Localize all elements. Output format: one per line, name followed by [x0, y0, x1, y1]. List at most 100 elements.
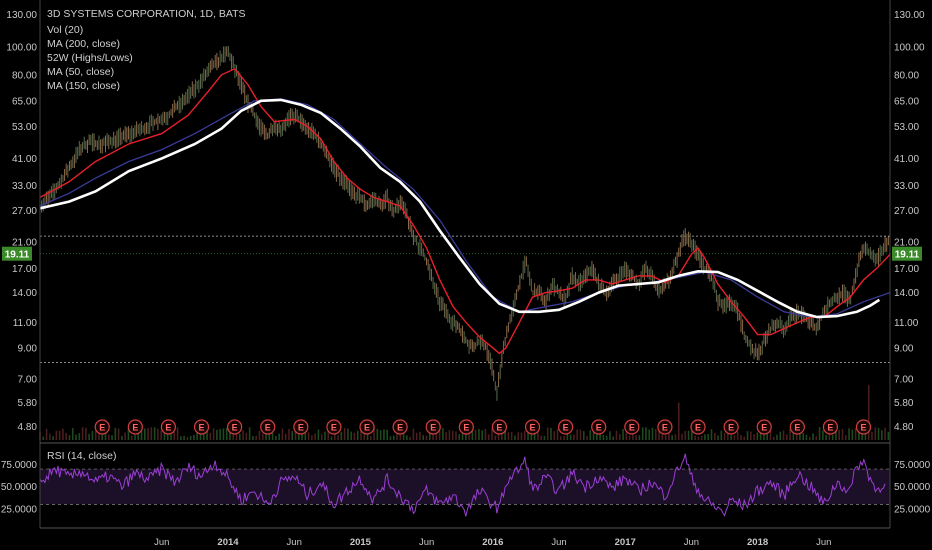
earnings-marker[interactable]: E: [326, 419, 342, 435]
earnings-marker[interactable]: E: [193, 419, 210, 435]
volume-bar: [560, 436, 562, 440]
earnings-marker[interactable]: E: [392, 419, 408, 435]
earnings-marker[interactable]: E: [491, 419, 508, 435]
last-price-tag-right: 19.11: [895, 250, 920, 261]
volume-bar: [671, 435, 673, 440]
volume-bar: [792, 430, 795, 440]
volume-bar: [871, 431, 873, 440]
volume-bar: [62, 428, 64, 440]
volume-bar: [841, 429, 844, 440]
volume-bar: [333, 432, 336, 440]
volume-bar: [851, 429, 854, 440]
volume-bar: [700, 435, 703, 440]
earnings-label: E: [563, 423, 569, 433]
volume-bar: [225, 427, 228, 440]
volume-bar: [491, 428, 493, 440]
price-panel[interactable]: [39, 46, 891, 401]
time-axis-label: Jun: [419, 537, 434, 548]
earnings-marker[interactable]: E: [227, 419, 243, 435]
volume-bar: [383, 429, 385, 440]
earnings-marker[interactable]: E: [293, 419, 309, 435]
volume-bar: [664, 435, 667, 440]
earnings-label: E: [463, 423, 469, 433]
chart-title: 3D SYSTEMS CORPORATION, 1D, BATS: [47, 8, 246, 20]
volume-bar: [330, 436, 333, 440]
volume-bar: [297, 431, 300, 440]
rsi-panel[interactable]: [39, 453, 890, 517]
earnings-circle: [326, 419, 342, 435]
volume-bar: [854, 427, 857, 440]
volume-bar: [278, 433, 280, 440]
volume-bar: [753, 434, 755, 440]
volume-bar: [320, 434, 323, 440]
earnings-circle: [160, 419, 177, 435]
volume-bar: [451, 430, 454, 440]
ma150-line: [39, 98, 891, 318]
volume-bar: [212, 428, 215, 440]
earnings-marker[interactable]: E: [127, 419, 143, 435]
earnings-marker[interactable]: E: [524, 419, 541, 435]
volume-bar: [684, 430, 687, 440]
volume-bar: [687, 430, 690, 440]
last-price-tag-right-bg: [892, 246, 922, 261]
volume-bar: [88, 433, 90, 440]
volume-bar: [713, 432, 716, 440]
volume-bar: [176, 427, 179, 440]
price-tick-right: 21.00: [894, 237, 919, 248]
volume-bar: [730, 435, 732, 440]
volume-bar: [353, 432, 356, 440]
rsi-line: [39, 453, 886, 517]
volume-bar: [245, 432, 248, 440]
volume-bar: [691, 431, 693, 440]
earnings-marker[interactable]: E: [260, 419, 276, 435]
volume-bar: [481, 430, 483, 440]
volume-bar: [94, 430, 97, 440]
earnings-marker[interactable]: E: [94, 419, 110, 435]
earnings-marker[interactable]: E: [624, 419, 640, 435]
earnings-marker[interactable]: E: [690, 419, 706, 435]
earnings-marker[interactable]: E: [591, 419, 607, 435]
earnings-label: E: [99, 423, 105, 433]
volume-bar: [799, 428, 801, 440]
price-tick-right: 41.00: [894, 154, 919, 165]
volume-bar: [55, 430, 58, 440]
volume-bar: [268, 432, 271, 440]
volume-bar: [618, 434, 621, 440]
volume-bar: [720, 430, 723, 440]
earnings-marker[interactable]: E: [855, 419, 872, 435]
volume-bar: [180, 436, 182, 440]
time-axis-label: Jun: [684, 537, 699, 548]
earnings-marker[interactable]: E: [657, 419, 673, 435]
price-tick-left: 4.80: [18, 422, 38, 433]
earnings-circle: [260, 419, 276, 435]
volume-bar: [674, 434, 677, 440]
volume-bar: [216, 429, 218, 440]
volume-bar: [314, 433, 316, 440]
earnings-marker[interactable]: E: [756, 419, 772, 435]
earnings-marker[interactable]: E: [789, 419, 805, 435]
earnings-label: E: [761, 423, 767, 433]
price-tick-left: 7.00: [18, 375, 38, 386]
earnings-marker[interactable]: E: [458, 419, 474, 435]
volume-bar: [635, 434, 637, 440]
earnings-marker[interactable]: E: [160, 419, 177, 435]
time-axis-label: Jun: [154, 537, 169, 548]
earnings-marker[interactable]: E: [558, 419, 574, 435]
volume-bar: [206, 428, 208, 440]
earnings-marker[interactable]: E: [425, 419, 441, 435]
volume-bar: [327, 429, 330, 440]
time-axis-label: 2015: [350, 537, 372, 548]
volume-bar: [373, 427, 375, 440]
volume-bar: [743, 436, 746, 440]
volume-bar: [733, 435, 736, 440]
earnings-marker[interactable]: E: [359, 419, 375, 435]
earnings-label: E: [265, 423, 271, 433]
earnings-circle: [293, 419, 309, 435]
volume-bar: [550, 427, 552, 440]
time-axis-label: 2017: [615, 537, 636, 548]
earnings-marker[interactable]: E: [822, 419, 839, 435]
volume-bar: [546, 427, 549, 440]
earnings-marker[interactable]: E: [723, 419, 739, 435]
